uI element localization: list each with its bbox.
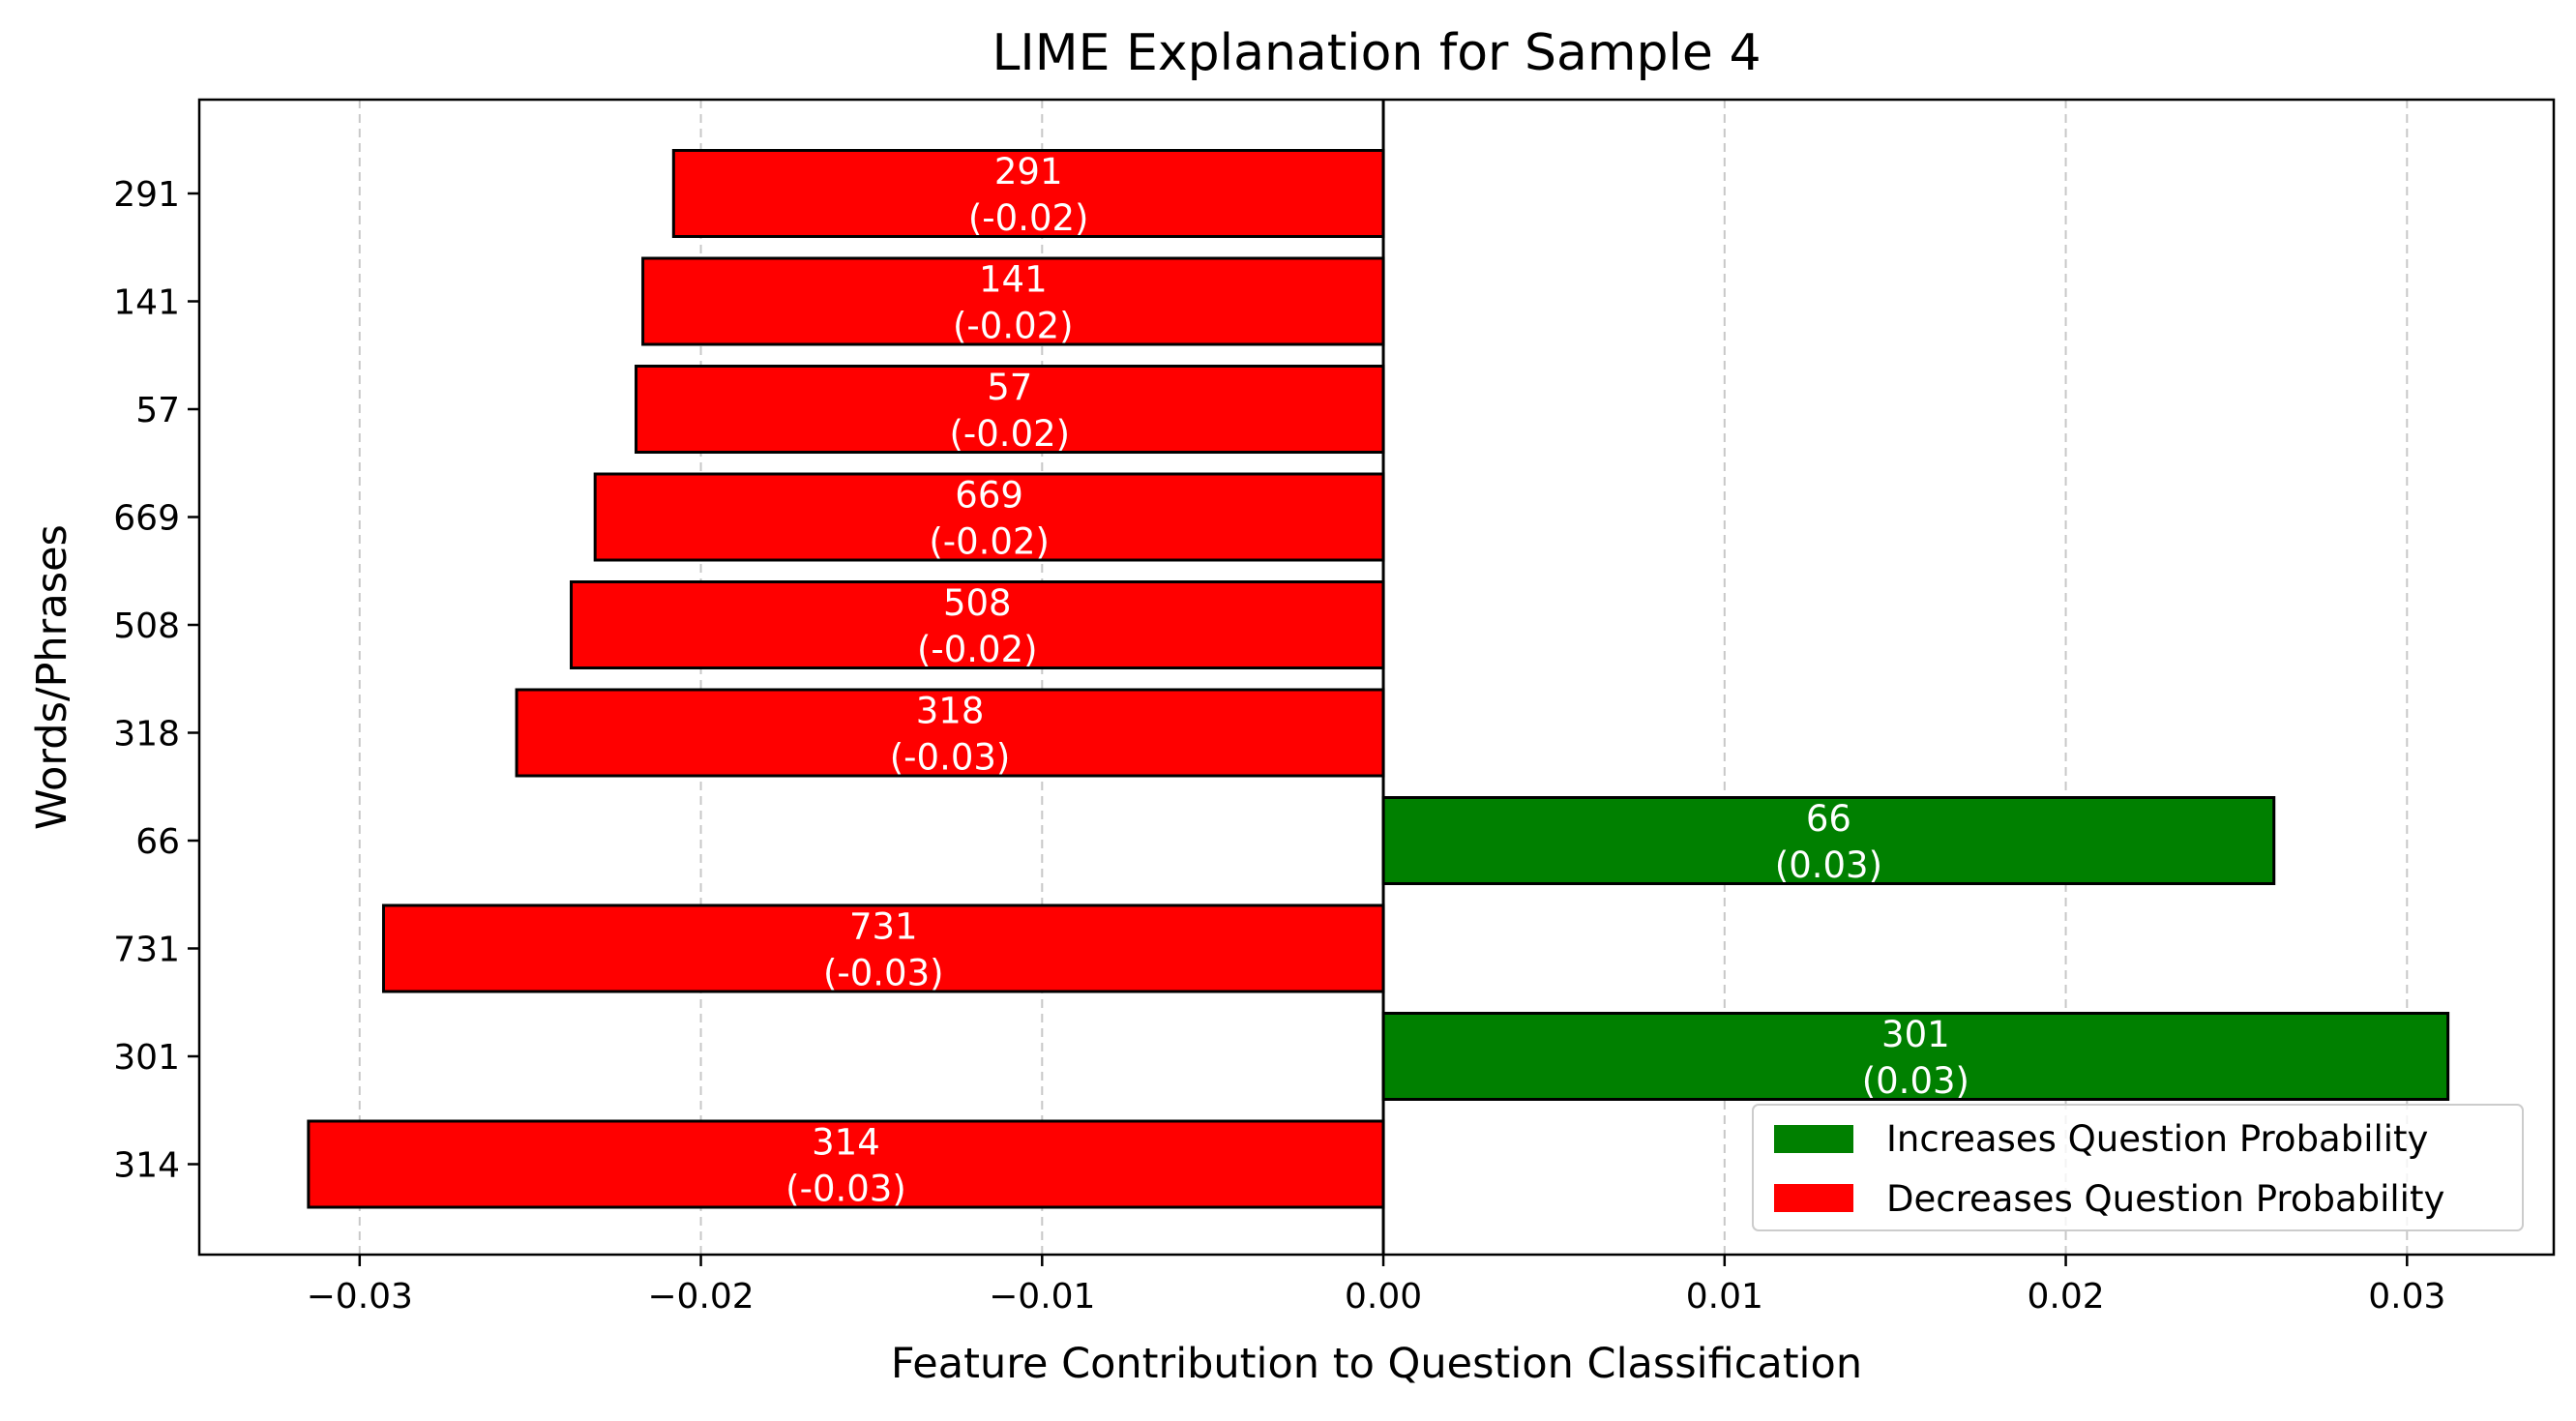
- bar-318: [515, 688, 1385, 778]
- bars-layer: [307, 149, 2450, 1209]
- y-axis-ticks: 291 141 57 669 508 318 66 731 301 314: [113, 175, 199, 1186]
- bar-label-value: (0.03): [1862, 1060, 1969, 1102]
- bar-301: [1381, 1012, 2450, 1101]
- bar-label-name: 314: [812, 1122, 880, 1164]
- bar-label-name: 57: [987, 367, 1032, 408]
- bar-label-value: (-0.02): [953, 306, 1074, 347]
- bar-669: [593, 472, 1385, 562]
- legend-swatch-decrease: [1774, 1184, 1853, 1212]
- bar-66: [1381, 796, 2276, 885]
- bar-label-value: (-0.03): [823, 953, 944, 994]
- y-tick-label: 66: [135, 822, 180, 862]
- bar-labels-layer: 291(-0.02)141(-0.02)57(-0.02)669(-0.02)5…: [785, 151, 1969, 1210]
- y-axis-label: Words/Phrases: [28, 524, 76, 830]
- x-axis-label: Feature Contribution to Question Classif…: [891, 1340, 1862, 1388]
- bar-label-name: 291: [994, 151, 1063, 192]
- bar-label-name: 318: [916, 691, 985, 732]
- bar-label-name: 731: [849, 906, 918, 948]
- bar-label-value: (-0.02): [929, 521, 1050, 563]
- bar-label-name: 141: [979, 259, 1048, 301]
- legend-label-increase: Increases Question Probability: [1886, 1118, 2428, 1160]
- x-tick-label: 0.03: [2368, 1277, 2445, 1317]
- x-tick-label: 0.02: [2027, 1277, 2104, 1317]
- legend: Increases Question Probability Decreases…: [1752, 1104, 2524, 1231]
- bar-label-value: (0.03): [1775, 844, 1882, 886]
- y-tick-label: 314: [113, 1146, 180, 1186]
- bar-291: [671, 149, 1385, 238]
- legend-box: [1752, 1104, 2524, 1231]
- x-axis-ticks: −0.03 −0.02 −0.01 0.00 0.01 0.02 0.03: [307, 1255, 2445, 1317]
- y-tick-label: 669: [113, 499, 180, 539]
- bar-57: [635, 365, 1385, 454]
- y-tick-label: 318: [113, 715, 180, 755]
- bar-label-name: 669: [955, 475, 1023, 517]
- bar-label-value: (-0.02): [949, 413, 1070, 455]
- x-tick-label: −0.02: [647, 1277, 754, 1317]
- x-tick-label: 0.00: [1345, 1277, 1422, 1317]
- bar-label-value: (-0.02): [968, 197, 1089, 239]
- bar-label-value: (-0.03): [890, 737, 1011, 779]
- y-tick-label: 301: [113, 1038, 180, 1078]
- bar-label-value: (-0.02): [917, 629, 1038, 670]
- plot-frame: [197, 98, 2556, 1257]
- bar-731: [381, 903, 1385, 993]
- legend-label-decrease: Decreases Question Probability: [1886, 1178, 2444, 1220]
- chart-title: LIME Explanation for Sample 4: [992, 24, 1761, 82]
- x-tick-label: 0.01: [1686, 1277, 1763, 1317]
- y-tick-label: 141: [113, 283, 180, 323]
- x-tick-label: −0.01: [989, 1277, 1095, 1317]
- bar-314: [307, 1119, 1385, 1209]
- legend-swatch-increase: [1774, 1125, 1853, 1153]
- bar-label-name: 66: [1806, 798, 1851, 840]
- bar-label-name: 508: [943, 582, 1012, 624]
- y-tick-label: 508: [113, 607, 180, 646]
- y-tick-label: 57: [135, 391, 180, 430]
- bar-label-value: (-0.03): [785, 1169, 906, 1210]
- bar-508: [570, 580, 1385, 669]
- x-tick-label: −0.03: [307, 1277, 413, 1317]
- y-tick-label: 731: [113, 931, 180, 970]
- y-tick-label: 291: [113, 175, 180, 215]
- bar-label-name: 301: [1881, 1014, 1950, 1055]
